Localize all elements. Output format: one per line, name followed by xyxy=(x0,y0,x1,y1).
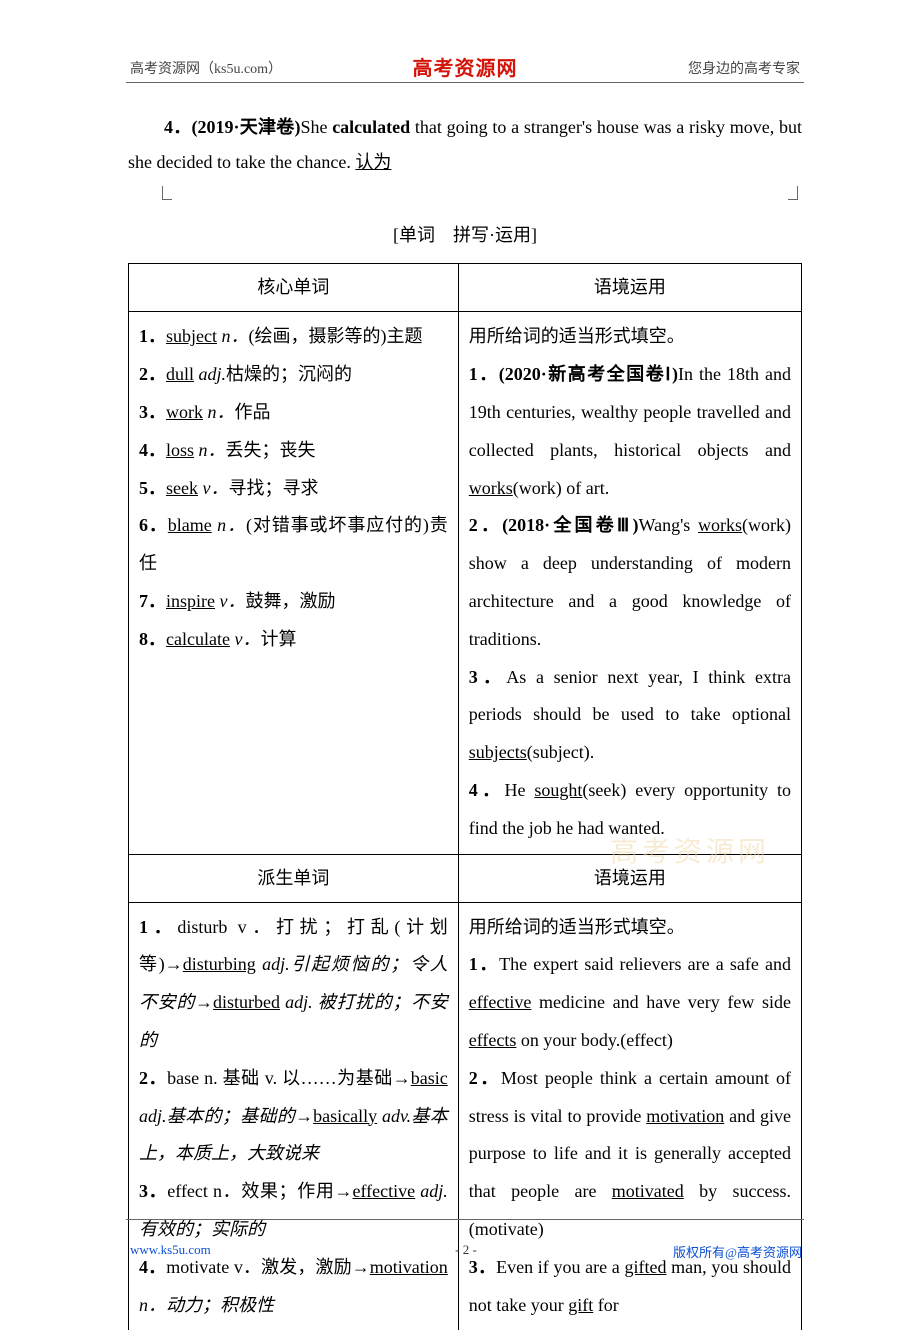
core-word-item: 8．calculate v．计算 xyxy=(139,621,448,659)
header-rule xyxy=(126,82,804,83)
footer-copyright: 版权所有@高考资源网 xyxy=(673,1242,802,1261)
header-left-text: 高考资源网（ks5u.com） xyxy=(130,58,282,78)
section-title: [单词 拼写·运用] xyxy=(128,218,802,253)
core-word-item: 1．subject n．(绘画，摄影等的)主题 xyxy=(139,318,448,356)
footer-rule xyxy=(126,1219,804,1220)
footer-left-url: www.ks5u.com xyxy=(130,1242,211,1258)
deriv-right-item: 2．Most people think a certain amount of … xyxy=(469,1060,791,1249)
th-core-left: 核心单词 xyxy=(129,264,459,312)
vocab-table: 核心单词 语境运用 1．subject n．(绘画，摄影等的)主题2．dull … xyxy=(128,263,802,1330)
cell-core-right: 用所给词的适当形式填空。1．(2020·新高考全国卷Ⅰ)In the 18th … xyxy=(458,312,801,854)
core-word-item: 3．work n．作品 xyxy=(139,394,448,432)
bracket-divider xyxy=(128,186,802,204)
deriv-left-item: 2．base n. 基础 v. 以……为基础→basic adj.基本的；基础的… xyxy=(139,1060,448,1173)
cell-deriv-left: 1．disturb v．打扰；打乱(计划等)→disturbing adj.引起… xyxy=(129,902,459,1330)
cell-deriv-right: 用所给词的适当形式填空。1．The expert said relievers … xyxy=(458,902,801,1330)
header-center-brand: 高考资源网 xyxy=(413,52,518,81)
core-right-item: 4．He sought(seek) every opportunity to f… xyxy=(469,772,791,848)
q4-text-before: She xyxy=(300,117,332,137)
cell-core-left: 1．subject n．(绘画，摄影等的)主题2．dull adj.枯燥的；沉闷… xyxy=(129,312,459,854)
page-content: 4．(2019·天津卷)She calculated that going to… xyxy=(128,110,802,1330)
q4-answer: 认为 xyxy=(355,152,391,172)
core-word-item: 4．loss n．丢失；丧失 xyxy=(139,432,448,470)
core-right-intro: 用所给词的适当形式填空。 xyxy=(469,318,791,356)
deriv-right-item: 1．The expert said relievers are a safe a… xyxy=(469,946,791,1059)
deriv-left-item: 4．motivate v．激发，激励→motivation n．动力；积极性 xyxy=(139,1249,448,1325)
core-word-item: 6．blame n．(对错事或坏事应付的)责任 xyxy=(139,507,448,583)
core-word-item: 2．dull adj.枯燥的；沉闷的 xyxy=(139,356,448,394)
q4-bold-word: calculated xyxy=(332,117,410,137)
deriv-right-intro: 用所给词的适当形式填空。 xyxy=(469,909,791,947)
core-word-item: 7．inspire v．鼓舞，激励 xyxy=(139,583,448,621)
q4-number-source: 4．(2019·天津卷) xyxy=(164,117,300,137)
core-right-item: 2．(2018·全国卷Ⅲ)Wang's works(work) show a d… xyxy=(469,507,791,658)
th-deriv-right: 语境运用 xyxy=(458,854,801,902)
footer-page-number: - 2 - xyxy=(455,1242,477,1258)
core-word-item: 5．seek v．寻找；寻求 xyxy=(139,470,448,508)
deriv-left-item: 3．effect n．效果；作用→effective adj.有效的；实际的 xyxy=(139,1173,448,1249)
question-4: 4．(2019·天津卷)She calculated that going to… xyxy=(128,110,802,180)
page-header: 高考资源网（ks5u.com） 高考资源网 您身边的高考专家 xyxy=(130,58,800,78)
core-right-item: 3．As a senior next year, I think extra p… xyxy=(469,659,791,772)
th-core-right: 语境运用 xyxy=(458,264,801,312)
core-right-item: 1．(2020·新高考全国卷Ⅰ)In the 18th and 19th cen… xyxy=(469,356,791,507)
header-right-text: 您身边的高考专家 xyxy=(688,58,800,78)
th-deriv-left: 派生单词 xyxy=(129,854,459,902)
deriv-left-item: 1．disturb v．打扰；打乱(计划等)→disturbing adj.引起… xyxy=(139,909,448,1060)
